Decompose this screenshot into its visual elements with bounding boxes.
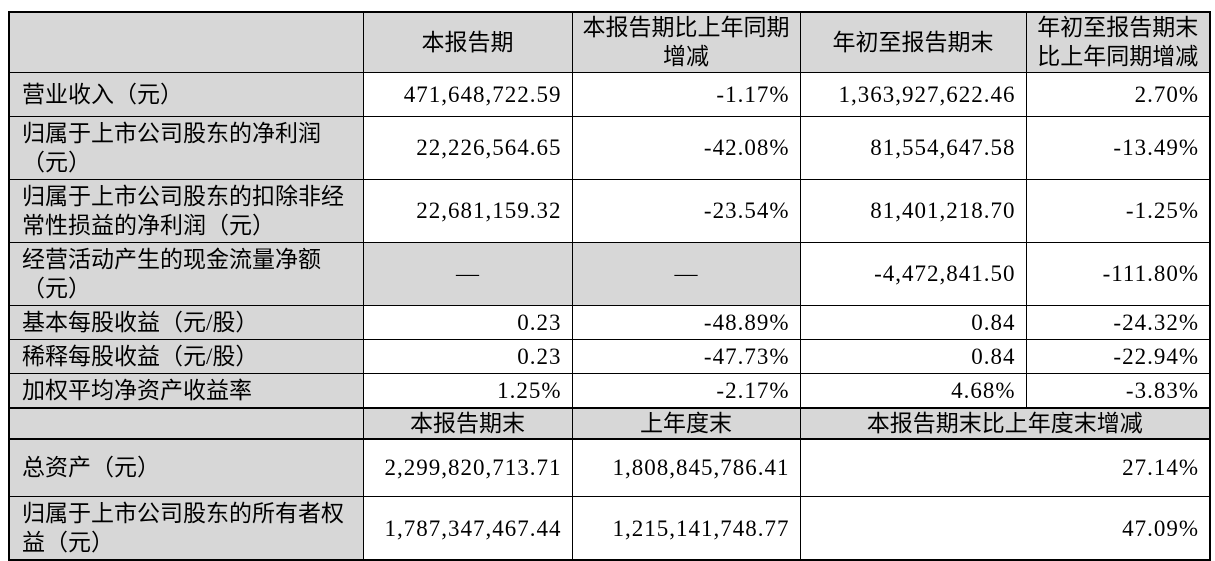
header-current-period-yoy-change: 本报告期比上年同期增减 (571, 11, 801, 73)
value-current-change: -1.17% (571, 71, 801, 117)
value-current-change: -47.73% (571, 338, 801, 374)
value-current-period: 0.23 (362, 338, 573, 374)
table-row-diluted-eps: 稀释每股收益（元/股） 0.23 -47.73% 0.84 -22.94% (8, 338, 1211, 374)
value-change: 47.09% (799, 496, 1211, 561)
value-current-period: 22,226,564.65 (362, 115, 573, 180)
value-ytd: -4,472,841.50 (799, 241, 1027, 306)
row-label: 经营活动产生的现金流量净额（元） (8, 241, 364, 306)
corner-cell (8, 407, 364, 440)
value-current-change: -42.08% (571, 115, 801, 180)
value-current-change-dash: — (571, 241, 801, 306)
row-label: 归属于上市公司股东的扣除非经常性损益的净利润（元） (8, 178, 364, 243)
financial-summary-table: 本报告期 本报告期比上年同期增减 年初至报告期末 年初至报告期末比上年同期增减 … (8, 11, 1211, 561)
value-ytd: 81,401,218.70 (799, 178, 1027, 243)
value-current-period: 1.25% (362, 372, 573, 409)
header-prior-year-end: 上年度末 (571, 407, 801, 440)
value-current-change: -48.89% (571, 304, 801, 340)
value-ytd-change: -111.80% (1025, 241, 1211, 306)
row-label: 归属于上市公司股东的净利润（元） (8, 115, 364, 180)
value-prior-year-end: 1,215,141,748.77 (571, 496, 801, 561)
header-row-period: 本报告期 本报告期比上年同期增减 年初至报告期末 年初至报告期末比上年同期增减 (8, 11, 1211, 73)
table-row-owners-equity: 归属于上市公司股东的所有者权益（元） 1,787,347,467.44 1,21… (8, 496, 1211, 561)
table-row-operating-revenue: 营业收入（元） 471,648,722.59 -1.17% 1,363,927,… (8, 71, 1211, 117)
row-label: 基本每股收益（元/股） (8, 304, 364, 340)
value-period-end: 2,299,820,713.71 (362, 438, 573, 497)
value-ytd-change: -1.25% (1025, 178, 1211, 243)
value-change: 27.14% (799, 438, 1211, 497)
table-row-net-profit: 归属于上市公司股东的净利润（元） 22,226,564.65 -42.08% 8… (8, 115, 1211, 180)
row-label: 加权平均净资产收益率 (8, 372, 364, 409)
value-ytd-change: -13.49% (1025, 115, 1211, 180)
value-ytd: 0.84 (799, 338, 1027, 374)
value-prior-year-end: 1,808,845,786.41 (571, 438, 801, 497)
corner-cell (8, 11, 364, 73)
value-ytd-change: -3.83% (1025, 372, 1211, 409)
header-ytd-yoy-change: 年初至报告期末比上年同期增减 (1025, 11, 1211, 73)
value-current-period: 471,648,722.59 (362, 71, 573, 117)
header-ytd: 年初至报告期末 (799, 11, 1027, 73)
row-label: 总资产（元） (8, 438, 364, 497)
table-row-operating-cash-flow: 经营活动产生的现金流量净额（元） — — -4,472,841.50 -111.… (8, 241, 1211, 306)
table-row-total-assets: 总资产（元） 2,299,820,713.71 1,808,845,786.41… (8, 438, 1211, 497)
value-current-change: -2.17% (571, 372, 801, 409)
value-ytd: 0.84 (799, 304, 1027, 340)
table-row-net-profit-excl-nonrecurring: 归属于上市公司股东的扣除非经常性损益的净利润（元） 22,681,159.32 … (8, 178, 1211, 243)
header-row-period-end: 本报告期末 上年度末 本报告期末比上年度末增减 (8, 407, 1211, 440)
header-period-end: 本报告期末 (362, 407, 573, 440)
table-row-weighted-avg-roe: 加权平均净资产收益率 1.25% -2.17% 4.68% -3.83% (8, 372, 1211, 409)
value-ytd: 4.68% (799, 372, 1027, 409)
value-ytd: 1,363,927,622.46 (799, 71, 1027, 117)
row-label: 营业收入（元） (8, 71, 364, 117)
value-current-change: -23.54% (571, 178, 801, 243)
value-period-end: 1,787,347,467.44 (362, 496, 573, 561)
table-row-basic-eps: 基本每股收益（元/股） 0.23 -48.89% 0.84 -24.32% (8, 304, 1211, 340)
value-current-period-dash: — (362, 241, 573, 306)
row-label: 稀释每股收益（元/股） (8, 338, 364, 374)
header-current-period: 本报告期 (362, 11, 573, 73)
header-period-end-change: 本报告期末比上年度末增减 (799, 407, 1211, 440)
row-label: 归属于上市公司股东的所有者权益（元） (8, 496, 364, 561)
value-ytd: 81,554,647.58 (799, 115, 1027, 180)
value-ytd-change: -24.32% (1025, 304, 1211, 340)
value-current-period: 0.23 (362, 304, 573, 340)
value-ytd-change: 2.70% (1025, 71, 1211, 117)
value-current-period: 22,681,159.32 (362, 178, 573, 243)
value-ytd-change: -22.94% (1025, 338, 1211, 374)
